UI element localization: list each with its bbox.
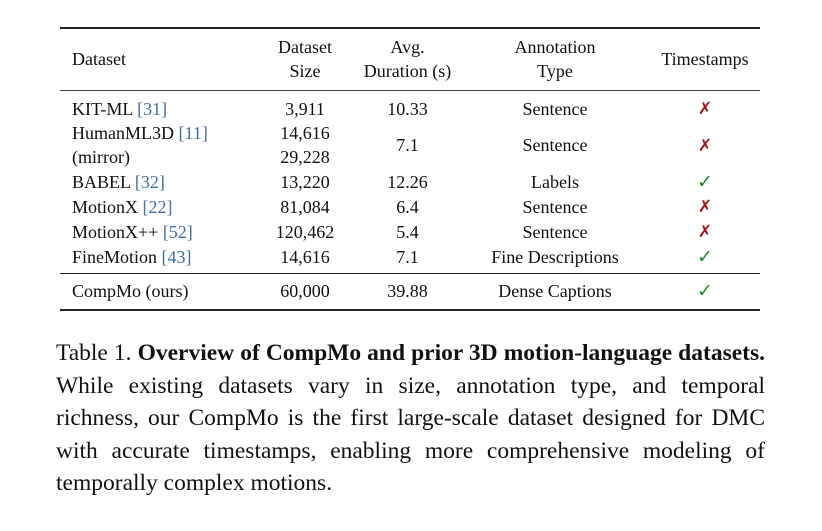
annotation-type: Labels — [531, 171, 579, 192]
cross-icon: ✗ — [697, 197, 713, 217]
cross-icon: ✗ — [697, 99, 713, 119]
dataset-name-cell: KIT-ML [31] — [60, 91, 255, 122]
header-size-line1: Dataset — [278, 37, 332, 57]
citation-link[interactable]: [43] — [161, 246, 192, 267]
annotation-type: Sentence — [522, 221, 588, 242]
header-type-line2: Type — [537, 61, 573, 81]
table-row-ours: CompMo (ours) 60,000 39.88 Dense Caption… — [60, 273, 760, 311]
timestamps-cell: ✓ — [650, 274, 760, 311]
avg-duration: 5.4 — [396, 221, 419, 242]
timestamps-cell: ✗ — [650, 121, 760, 169]
citation-link[interactable]: [11] — [178, 123, 208, 143]
citation-link[interactable]: [32] — [134, 171, 165, 192]
table-header: Dataset Dataset Size Avg. Duration (s) A… — [60, 28, 760, 91]
table-row: MotionX [22] 81,084 6.4 Sentence ✗ — [60, 194, 760, 219]
dataset-name-cell: MotionX++ [52] — [60, 219, 255, 244]
header-timestamps: Timestamps — [661, 49, 749, 69]
header-duration-line1: Avg. — [390, 37, 425, 57]
table-row: HumanML3D [11] (mirror) 14,616 29,228 7.… — [60, 121, 760, 169]
header-row: Dataset Dataset Size Avg. Duration (s) A… — [60, 28, 760, 91]
avg-duration: 7.1 — [396, 135, 419, 155]
avg-duration: 39.88 — [387, 281, 428, 301]
dataset-comparison-table: Dataset Dataset Size Avg. Duration (s) A… — [60, 27, 760, 311]
table-caption: Table 1. Overview of CompMo and prior 3D… — [56, 337, 765, 500]
header-dataset: Dataset — [72, 49, 126, 69]
dataset-name-cell: BABEL [32] — [60, 169, 255, 194]
annotation-type: Dense Captions — [498, 281, 612, 301]
cross-icon: ✗ — [697, 135, 713, 156]
dataset-name: MotionX — [72, 196, 143, 217]
annotation-type: Sentence — [522, 196, 588, 217]
check-icon: ✓ — [697, 245, 713, 268]
dataset-size: 120,462 — [275, 221, 335, 242]
dataset-comparison-table-container: Dataset Dataset Size Avg. Duration (s) A… — [60, 27, 760, 311]
annotation-type: Sentence — [522, 135, 588, 155]
dataset-name: KIT-ML — [72, 98, 138, 119]
cross-icon: ✗ — [697, 222, 713, 242]
dataset-name-cell: HumanML3D [11] (mirror) — [60, 121, 255, 169]
header-dataset-size: Dataset Size — [255, 28, 355, 91]
table-row: KIT-ML [31] 3,911 10.33 Sentence ✗ — [60, 91, 760, 122]
avg-duration: 10.33 — [387, 98, 428, 119]
timestamps-cell: ✗ — [650, 194, 760, 219]
timestamps-cell: ✓ — [650, 169, 760, 194]
dataset-name: MotionX++ — [72, 221, 163, 242]
dataset-size-cell: 14,616 29,228 — [255, 121, 355, 169]
header-annotation-type: Annotation Type — [460, 28, 650, 91]
dataset-name-line1: HumanML3D [11] — [72, 121, 255, 145]
timestamps-cell: ✗ — [650, 91, 760, 122]
dataset-name: HumanML3D — [72, 123, 179, 143]
header-duration-line2: Duration (s) — [363, 61, 452, 81]
dataset-size-mirror: 29,228 — [280, 147, 330, 167]
header-size-line2: Size — [289, 61, 321, 81]
table-row: FineMotion [43] 14,616 7.1 Fine Descript… — [60, 244, 760, 274]
avg-duration: 7.1 — [396, 246, 419, 267]
dataset-size: 13,220 — [280, 171, 330, 192]
header-avg-duration: Avg. Duration (s) — [355, 28, 460, 91]
caption-label: Table 1. — [56, 340, 138, 366]
citation-link[interactable]: [31] — [137, 98, 168, 119]
table-body-prior-datasets: KIT-ML [31] 3,911 10.33 Sentence ✗ Human… — [60, 91, 760, 274]
avg-duration: 12.26 — [387, 171, 428, 192]
dataset-size: 81,084 — [280, 196, 330, 217]
annotation-type: Sentence — [522, 98, 588, 119]
citation-link[interactable]: [22] — [142, 196, 173, 217]
dataset-name: FineMotion — [72, 246, 162, 267]
citation-link[interactable]: [52] — [162, 221, 193, 242]
dataset-size: 14,616 — [280, 123, 330, 143]
dataset-name: CompMo (ours) — [72, 281, 189, 301]
annotation-type: Fine Descriptions — [491, 246, 619, 267]
timestamps-cell: ✗ — [650, 219, 760, 244]
check-icon: ✓ — [697, 280, 713, 302]
dataset-size: 14,616 — [280, 246, 330, 267]
dataset-name-cell: FineMotion [43] — [60, 244, 255, 274]
timestamps-cell: ✓ — [650, 244, 760, 274]
dataset-name: BABEL — [72, 171, 135, 192]
dataset-name-cell: MotionX [22] — [60, 194, 255, 219]
dataset-size: 3,911 — [285, 98, 325, 119]
dataset-size: 60,000 — [280, 281, 330, 301]
caption-title: Overview of CompMo and prior 3D motion-l… — [137, 340, 765, 366]
table-row: BABEL [32] 13,220 12.26 Labels ✓ — [60, 169, 760, 194]
table-body-ours: CompMo (ours) 60,000 39.88 Dense Caption… — [60, 273, 760, 311]
avg-duration: 6.4 — [396, 196, 419, 217]
table-row: MotionX++ [52] 120,462 5.4 Sentence ✗ — [60, 219, 760, 244]
header-type-line1: Annotation — [514, 37, 596, 57]
dataset-name-variant: (mirror) — [72, 147, 130, 167]
check-icon: ✓ — [697, 170, 713, 193]
caption-body: While existing datasets vary in size, an… — [56, 372, 765, 497]
